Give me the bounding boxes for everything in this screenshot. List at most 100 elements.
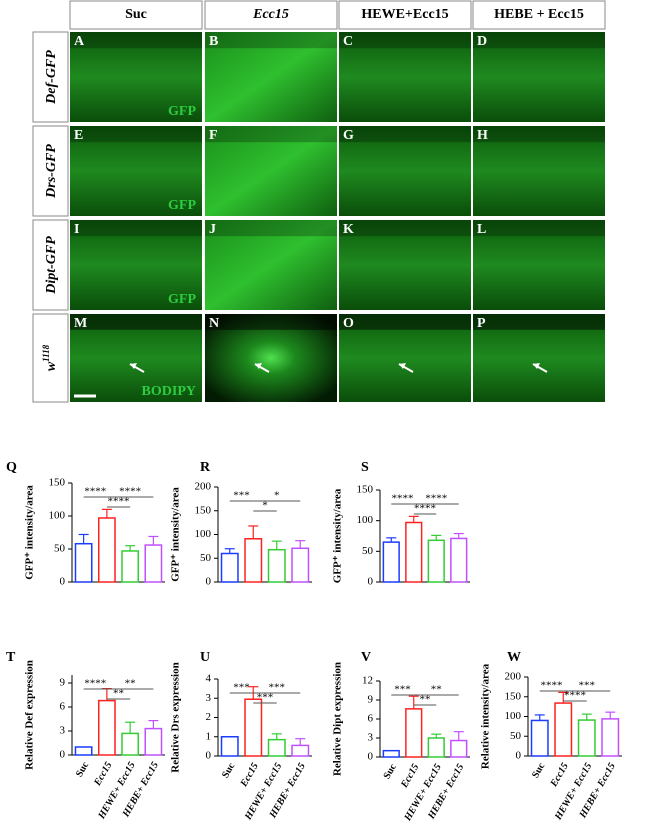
x-tick-label: Suc bbox=[382, 762, 400, 781]
bar bbox=[382, 749, 400, 758]
stain-label: BODIPY bbox=[142, 384, 196, 399]
panel-letter: A bbox=[74, 34, 85, 49]
bar bbox=[144, 727, 163, 756]
panel-letter: U bbox=[200, 650, 210, 665]
micrograph-shade bbox=[339, 32, 471, 49]
panel-letter: V bbox=[361, 650, 371, 665]
y-tick-label: 4 bbox=[206, 673, 212, 685]
y-tick-label: 0 bbox=[368, 576, 374, 588]
significance-label: **** bbox=[84, 678, 106, 690]
bar bbox=[74, 542, 93, 583]
row-label: Def-GFP bbox=[44, 50, 59, 105]
micrograph bbox=[70, 220, 202, 310]
row-label: Drs-GFP bbox=[44, 144, 59, 199]
panel-letter: O bbox=[343, 316, 354, 331]
arrow-head bbox=[399, 363, 406, 369]
panel-letter: W bbox=[507, 650, 521, 665]
y-tick-label: 0 bbox=[60, 749, 66, 761]
y-tick-label: 50 bbox=[510, 730, 522, 742]
header-box bbox=[472, 0, 606, 30]
y-tick-label: 9 bbox=[368, 694, 374, 706]
micrograph bbox=[339, 220, 471, 310]
arrow-head bbox=[255, 363, 262, 369]
micrograph-shade bbox=[70, 314, 202, 330]
micrograph bbox=[339, 32, 471, 122]
micrograph bbox=[70, 126, 202, 216]
panel-letter: K bbox=[343, 222, 354, 237]
micrograph bbox=[205, 32, 337, 122]
bar bbox=[554, 702, 573, 757]
y-tick-label: 0 bbox=[368, 751, 374, 763]
column-header: Suc bbox=[125, 7, 147, 22]
row-label-sup: 1118 bbox=[41, 344, 51, 362]
y-tick-label: 3 bbox=[60, 725, 66, 737]
panel-letter: Q bbox=[6, 460, 17, 475]
significance-label: *** bbox=[394, 684, 411, 696]
header-box bbox=[338, 0, 472, 30]
bar bbox=[244, 698, 263, 757]
panel-letter: T bbox=[6, 650, 16, 665]
micrograph-shade bbox=[205, 220, 337, 237]
bar bbox=[291, 744, 310, 757]
significance-label: **** bbox=[84, 486, 106, 498]
bar bbox=[601, 718, 620, 757]
x-tick-label: Suc bbox=[530, 761, 548, 780]
bar bbox=[267, 738, 286, 757]
y-tick-label: 6 bbox=[368, 713, 374, 725]
micrograph-shade bbox=[205, 126, 337, 143]
significance-label: **** bbox=[414, 503, 436, 515]
bar bbox=[144, 544, 163, 583]
x-tick-label: Suc bbox=[220, 761, 238, 780]
bar bbox=[220, 552, 239, 583]
bar bbox=[121, 732, 140, 756]
bar bbox=[220, 736, 239, 757]
y-tick-label: 1 bbox=[206, 730, 212, 742]
panel-letter: B bbox=[209, 34, 218, 49]
panel-letter: G bbox=[343, 128, 354, 143]
y-tick-label: 3 bbox=[206, 692, 212, 704]
panel-letter: D bbox=[477, 34, 487, 49]
micrograph bbox=[339, 126, 471, 216]
stain-label: GFP bbox=[168, 104, 196, 119]
micrograph-shade bbox=[339, 220, 471, 237]
row-label: Dipt-GFP bbox=[44, 236, 59, 295]
bar bbox=[530, 719, 549, 757]
panel-letter: C bbox=[343, 34, 353, 49]
y-tick-label: 3 bbox=[368, 732, 374, 744]
bar bbox=[405, 521, 423, 583]
x-tick-label: Suc bbox=[74, 760, 92, 779]
arrow-head bbox=[130, 363, 137, 369]
column-header: HEBE + Ecc15 bbox=[494, 7, 584, 22]
significance-label: **** bbox=[119, 486, 141, 498]
y-axis-label: Relative Def expression bbox=[24, 660, 36, 770]
significance-label: * bbox=[262, 500, 268, 512]
panel-letter: P bbox=[477, 316, 486, 331]
micrograph bbox=[70, 32, 202, 122]
significance-label: **** bbox=[108, 496, 130, 508]
micrograph-shade bbox=[205, 32, 337, 49]
bar bbox=[121, 550, 140, 583]
panel-letter: M bbox=[74, 316, 87, 331]
panel-letter: N bbox=[209, 316, 219, 331]
y-axis-label: Relative Drs expression bbox=[170, 662, 182, 772]
panel-letter: R bbox=[200, 460, 211, 475]
significance-label: *** bbox=[579, 680, 596, 692]
y-tick-label: 0 bbox=[206, 576, 212, 588]
bar bbox=[427, 539, 445, 583]
micrograph-shade bbox=[70, 220, 202, 237]
micrograph-shade bbox=[339, 126, 471, 143]
y-tick-label: 100 bbox=[49, 510, 66, 522]
y-axis-label: GFP⁺ intensity/area bbox=[24, 485, 36, 580]
significance-label: ** bbox=[113, 688, 124, 700]
significance-label: *** bbox=[269, 682, 286, 694]
stain-label: GFP bbox=[168, 198, 196, 213]
arrow-head bbox=[533, 363, 540, 369]
panel-letter: S bbox=[361, 460, 369, 475]
row-label-box bbox=[32, 219, 69, 311]
y-tick-label: 9 bbox=[60, 677, 66, 689]
column-header: Ecc15 bbox=[252, 7, 289, 22]
y-tick-label: 6 bbox=[60, 701, 66, 713]
stain-label: GFP bbox=[168, 292, 196, 307]
row-label-text: Dipt-GFP bbox=[44, 236, 59, 295]
